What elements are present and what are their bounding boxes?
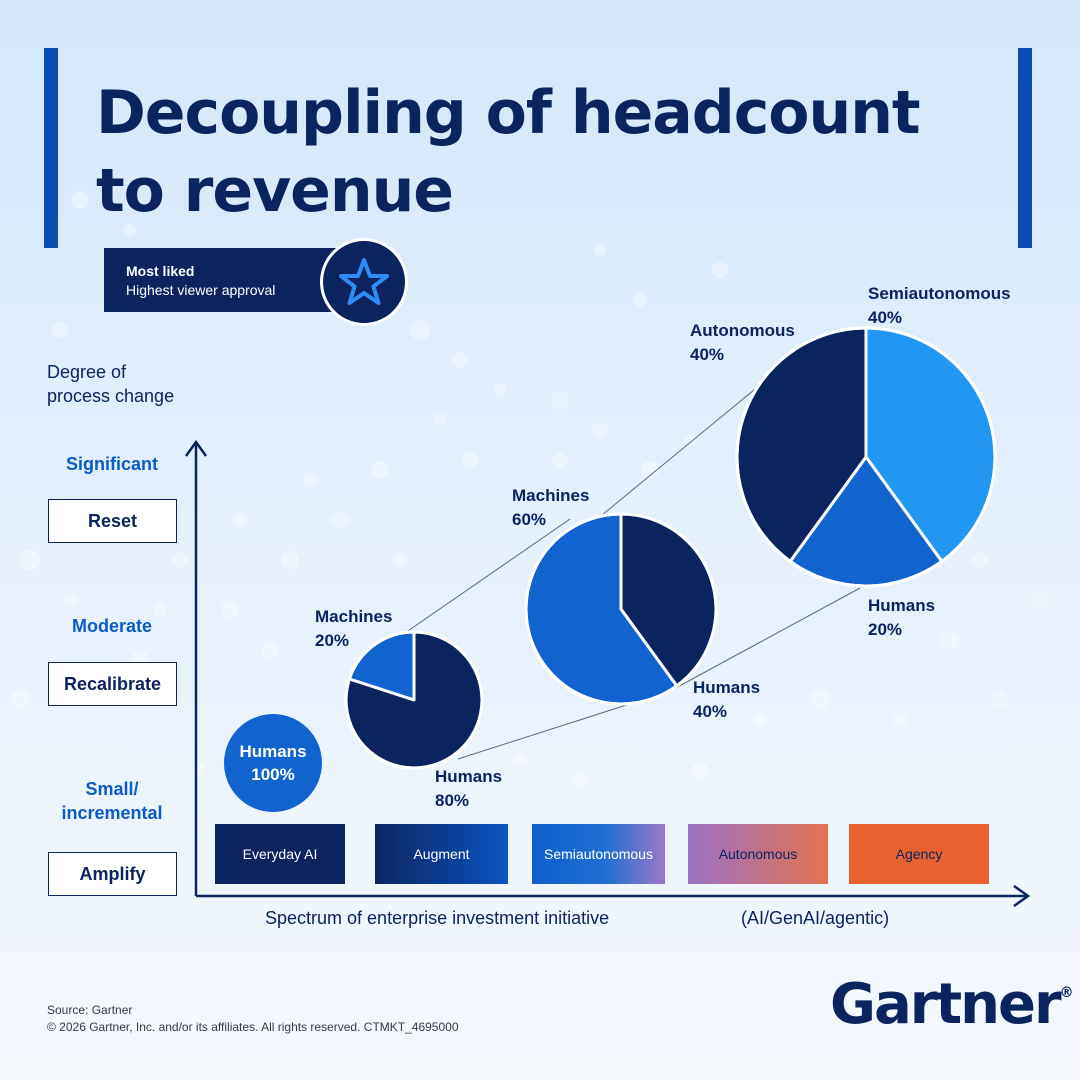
pie1-outline [344,630,484,770]
y-axis-label-line1: Degree of [47,362,127,382]
pie2-machines-label: Machines 60% [512,484,589,532]
pie2-humans-value: 40% [693,702,728,721]
axes [184,439,1031,908]
pie3-semiautonomous-value: 40% [868,308,903,327]
logo-text: Gartner [830,972,1062,1037]
level-significant: Significant [65,454,158,474]
pie2-humans-name: Humans [693,678,761,697]
pie2-humans-label: Humans 40% [693,676,760,724]
pie3-semiautonomous-name: Semiautonomous [868,284,1011,303]
pie1-humans-name: Humans [435,767,503,786]
pie3-autonomous-label: Autonomous 40% [690,319,795,367]
x-axis-label-suffix: (AI/GenAI/agentic) [741,908,890,928]
title-accent-bar-left [44,48,58,248]
title-accent-bar-right [1018,48,1032,248]
y-axis-label: Degree of process change [47,360,174,408]
pie3-autonomous-value: 40% [690,345,725,364]
pie3-semiautonomous-label: Semiautonomous 40% [868,282,1011,330]
pie3-humans-name: Humans [868,596,936,615]
connector-lines [404,384,861,760]
gartner-logo: Gartner® [830,972,1074,1037]
category-semiautonomous: Semiautonomous [532,824,665,884]
pie0-value: 100% [251,765,295,784]
pie3-autonomous-name: Autonomous [690,321,795,340]
level-small-incremental: Small/ incremental [48,777,176,825]
pie2-machines-name: Machines [512,486,590,505]
pie2-outline [524,512,718,706]
level-reset-box: Reset [48,499,177,543]
pie1-machines-value: 20% [315,631,350,650]
pie1-machines-label: Machines 20% [315,605,392,653]
category-autonomous: Autonomous [688,824,828,884]
logo-registered-mark: ® [1059,985,1074,1001]
pie1-machines-name: Machines [315,607,393,626]
badge-title: Most liked [126,263,195,279]
copyright-line: © 2026 Gartner, Inc. and/or its affiliat… [47,1020,459,1034]
pie3-humans-value: 20% [868,620,903,639]
level-recalibrate-box: Recalibrate [48,662,177,706]
category-everyday-ai: Everyday AI [215,824,345,884]
most-liked-badge: Most liked Highest viewer approval [104,248,350,312]
level-moderate: Moderate [71,616,152,636]
level-small-line2: incremental [61,803,163,823]
x-axis-label: Spectrum of enterprise investment initia… [265,908,610,928]
y-axis-label-line2: process change [47,386,175,406]
category-agency: Agency [849,824,989,884]
level-small-line1: Small/ [85,779,139,799]
source-line: Source: Gartner [47,1003,133,1017]
pie3-humans-label: Humans 20% [868,594,935,642]
pie3-outline [735,326,997,588]
pie2-machines-value: 60% [512,510,547,529]
footer-source: Source: Gartner © 2026 Gartner, Inc. and… [47,1002,459,1036]
category-augment: Augment [375,824,508,884]
pie0-label: Humans [239,742,307,761]
page-title: Decoupling of headcount to revenue [96,78,921,226]
pie1-humans-label: Humans 80% [435,765,502,813]
level-amplify-box: Amplify [48,852,177,896]
star-icon [320,238,408,326]
badge-subtitle: Highest viewer approval [126,282,276,298]
pie-charts [344,326,997,770]
pie-humans-100: Humans 100% [224,714,322,812]
pie1-humans-value: 80% [435,791,470,810]
